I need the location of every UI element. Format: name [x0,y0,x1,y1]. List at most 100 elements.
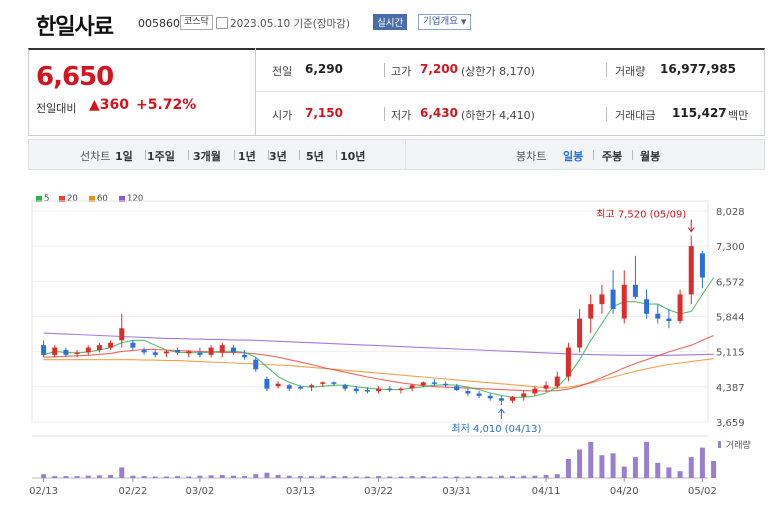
volume-bar [85,475,91,478]
volume-bar [387,476,393,478]
low-label: 저가 [391,109,412,122]
volume-bar [677,471,683,478]
candle-body [677,294,683,322]
candle-body [230,347,236,353]
candle-body [353,388,359,392]
candle-1[interactable]: 주봉 [602,150,623,163]
candle-body [554,376,560,387]
period-0[interactable]: 1일 [115,150,133,163]
candle-body [130,342,136,348]
candle-body [297,387,303,389]
volume-bar [353,476,359,478]
candle-0[interactable]: 일봉 [563,150,584,163]
divider [256,91,765,92]
period-2[interactable]: 3개월 [193,150,221,163]
candle-body [242,354,248,358]
volume-bar [253,474,259,478]
prev-close-label: 전일 [272,65,293,78]
candle-body [599,294,605,305]
legend-label: 120 [127,194,144,204]
realtime-button[interactable]: 실시간 [373,14,408,30]
candle-body [644,299,650,314]
legend-swatch [36,196,42,202]
volume-bar [175,476,181,478]
volume-bar [632,457,638,478]
period-1[interactable]: 1주일 [147,150,175,163]
candle-body [219,345,225,353]
y-tick-label: 7,300 [716,242,745,253]
volume-bar [532,475,538,478]
ma120-line [43,332,714,356]
change-percent: +5.72% [136,97,197,113]
candle-body [510,396,516,401]
y-tick-label: 5,115 [716,348,745,359]
divider [255,48,256,136]
legend-label: 20 [67,194,78,204]
high-label: 고가 [391,65,412,78]
divider [384,63,385,77]
volume-axis-label: 거래량 [726,439,751,451]
candle-body [431,382,437,384]
candle-body [342,385,348,389]
x-tick-label: 03/31 [442,486,471,497]
divider [632,150,633,160]
volume-bar [197,475,203,478]
candle-body [577,318,583,348]
divider [606,63,607,77]
volume-bar [420,476,426,478]
divider [606,107,607,121]
candle-body [409,385,415,389]
candle-body [208,347,214,355]
volume-bar [588,441,594,478]
period-5[interactable]: 5년 [306,150,324,163]
high-arrow [687,219,695,233]
candle-body [152,352,158,355]
y-tick-label: 5,844 [716,312,745,323]
volume-bar [476,476,482,478]
volume-bar [242,476,248,478]
divider [145,150,146,160]
period-3[interactable]: 1년 [238,150,256,163]
volume-bar [521,475,527,478]
volume-bar [320,475,326,478]
company-name: 한일사료 [36,15,114,40]
market-badge: 코스닥 [180,15,213,30]
open-value: 7,150 [305,106,343,120]
period-6[interactable]: 10년 [340,150,366,163]
volume-value: 16,977,985 [660,62,736,76]
period-4[interactable]: 3년 [269,150,287,163]
volume-bar [610,453,616,478]
volume-bar [286,475,292,478]
volume-bar [74,476,80,478]
candle-body [163,351,169,354]
divider [234,150,235,160]
current-price: 6,650 [36,62,114,92]
stock-code: 005860 [138,17,180,30]
volume-bar [454,476,460,478]
ma60-line [43,358,714,389]
volume-bar [141,476,147,478]
amount-unit: 백만 [728,109,749,122]
candle-body [74,352,80,354]
quote-date: 2023.05.10 기준(장마감) [230,18,350,30]
volume-bar [409,476,415,478]
calendar-icon [216,17,228,29]
prev-close-value: 6,290 [305,62,343,76]
volume-bar [465,476,471,478]
candle-body [186,351,192,354]
price-chart[interactable]: 8,028 7,300 6,572 5,844 5,115 4,387 3,659 거래량 최고… [0,170,773,510]
candle-body [443,383,449,386]
company-info-dropdown[interactable]: 기업개요 ▼ [418,14,472,30]
legend-swatch [89,196,95,202]
candle-body [364,390,370,392]
x-tick-label: 04/20 [610,486,639,497]
volume-bar [431,476,437,478]
candle-body [197,352,203,355]
candle-body [175,349,181,353]
candle-2[interactable]: 월봉 [640,150,661,163]
y-tick-label: 6,572 [716,277,745,288]
volume-bar [297,476,303,478]
candle-body [632,284,638,297]
volume-bar [152,476,158,478]
volume-bar [275,474,281,478]
